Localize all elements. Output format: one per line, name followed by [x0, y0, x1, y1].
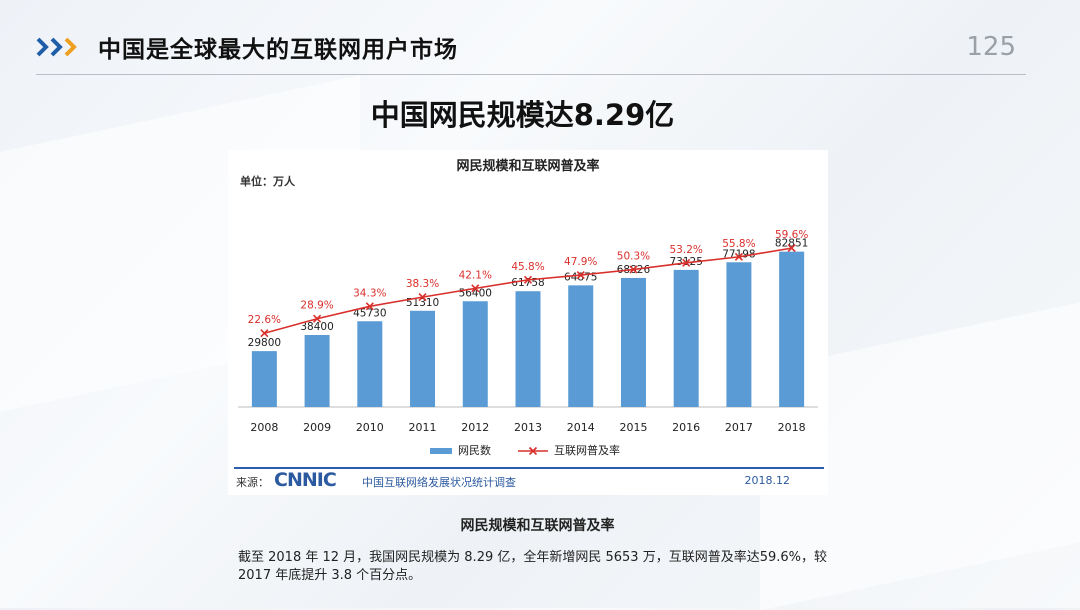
rate-label: 38.3% — [406, 278, 439, 290]
rate-marker — [576, 270, 585, 280]
slide-headline: 中国网民规模达8.29亿 — [370, 98, 675, 132]
x-tick-label: 2013 — [514, 421, 542, 434]
rate-marker — [523, 275, 533, 284]
chevron-arrows-icon — [36, 37, 77, 57]
legend-bar-label: 网民数 — [458, 444, 491, 457]
rate-marker — [471, 284, 480, 293]
page-number: 125 — [966, 32, 1016, 62]
x-tick-label: 2008 — [250, 421, 278, 434]
rate-label: 50.3% — [617, 251, 650, 263]
bar-value-label: 51310 — [406, 297, 439, 309]
x-tick-label: 2009 — [303, 421, 331, 434]
rate-marker — [365, 302, 374, 311]
legend-bar-swatch — [430, 448, 452, 454]
bar-2011 — [410, 310, 436, 407]
x-tick-label: 2012 — [461, 421, 489, 434]
rate-label: 28.9% — [300, 300, 333, 312]
rate-marker — [734, 252, 743, 261]
chart-card: 网民规模和互联网普及率单位：万人 29800 2008 38400 2009 45730 2… — [228, 150, 828, 495]
rate-label: 55.8% — [722, 238, 755, 250]
slide-title: 中国是全球最大的互联网用户市场 — [98, 37, 458, 63]
legend-line-marker — [528, 446, 538, 456]
bar-value-label: 29800 — [248, 337, 281, 349]
rate-label: 59.6% — [775, 229, 808, 241]
bar-2015 — [620, 277, 646, 407]
rate-marker — [418, 293, 427, 302]
bar-2018 — [779, 251, 805, 407]
rate-label: 53.2% — [670, 244, 703, 256]
x-tick-label: 2016 — [672, 421, 700, 434]
bar-value-label: 45730 — [353, 307, 386, 319]
rate-label: 45.8% — [511, 261, 544, 273]
rate-label: 42.1% — [459, 269, 492, 281]
bar-2016 — [673, 269, 699, 407]
summary-paragraph: 截至 2018 年 12 月，我国网民规模为 8.29 亿，全年新增网民 565… — [238, 550, 828, 583]
chart-caption: 网民规模和互联网普及率 — [460, 518, 615, 534]
rate-label: 47.9% — [564, 256, 597, 268]
x-tick-label: 2011 — [409, 421, 437, 434]
x-tick-label: 2014 — [567, 421, 595, 434]
header-divider — [36, 74, 1026, 75]
bar-2014 — [568, 285, 594, 407]
chart-title: 网民规模和互联网普及率 — [456, 158, 599, 174]
legend-line-label: 互联网普及率 — [554, 443, 620, 457]
source-label: 来源： — [236, 476, 269, 489]
rate-marker — [313, 314, 322, 323]
bar-value-label: 61758 — [511, 277, 544, 289]
bar-2012 — [462, 301, 488, 407]
bar-value-label: 82851 — [775, 238, 808, 250]
source-date: 2018.12 — [744, 474, 791, 487]
rate-marker — [260, 329, 269, 338]
bar-2009 — [304, 335, 330, 407]
source-row: 来源： CNNIC 中国互联网络发展状况统计调查 2018.12 — [234, 469, 824, 491]
rate-label: 34.3% — [353, 287, 386, 299]
bar-value-label: 38400 — [300, 321, 333, 333]
x-tick-label: 2017 — [725, 421, 753, 434]
x-tick-label: 2010 — [356, 421, 384, 434]
rate-label: 22.6% — [248, 314, 281, 326]
rate-marker — [629, 265, 638, 274]
cnnic-logo: CNNIC — [274, 469, 337, 491]
x-tick-label: 2018 — [778, 421, 806, 434]
source-divider — [234, 467, 824, 469]
bar-2008 — [251, 351, 277, 407]
x-tick-label: 2015 — [619, 421, 647, 434]
bar-2010 — [357, 321, 383, 407]
bar-2013 — [515, 291, 541, 407]
rate-marker — [682, 258, 691, 267]
bar-2017 — [726, 262, 752, 407]
rate-marker — [787, 244, 796, 253]
unit-label: 单位：万人 — [240, 174, 296, 188]
source-org: 中国互联网络发展状况统计调查 — [362, 476, 516, 489]
slide-header: 中国是全球最大的互联网用户市场 125 — [0, 0, 1080, 78]
